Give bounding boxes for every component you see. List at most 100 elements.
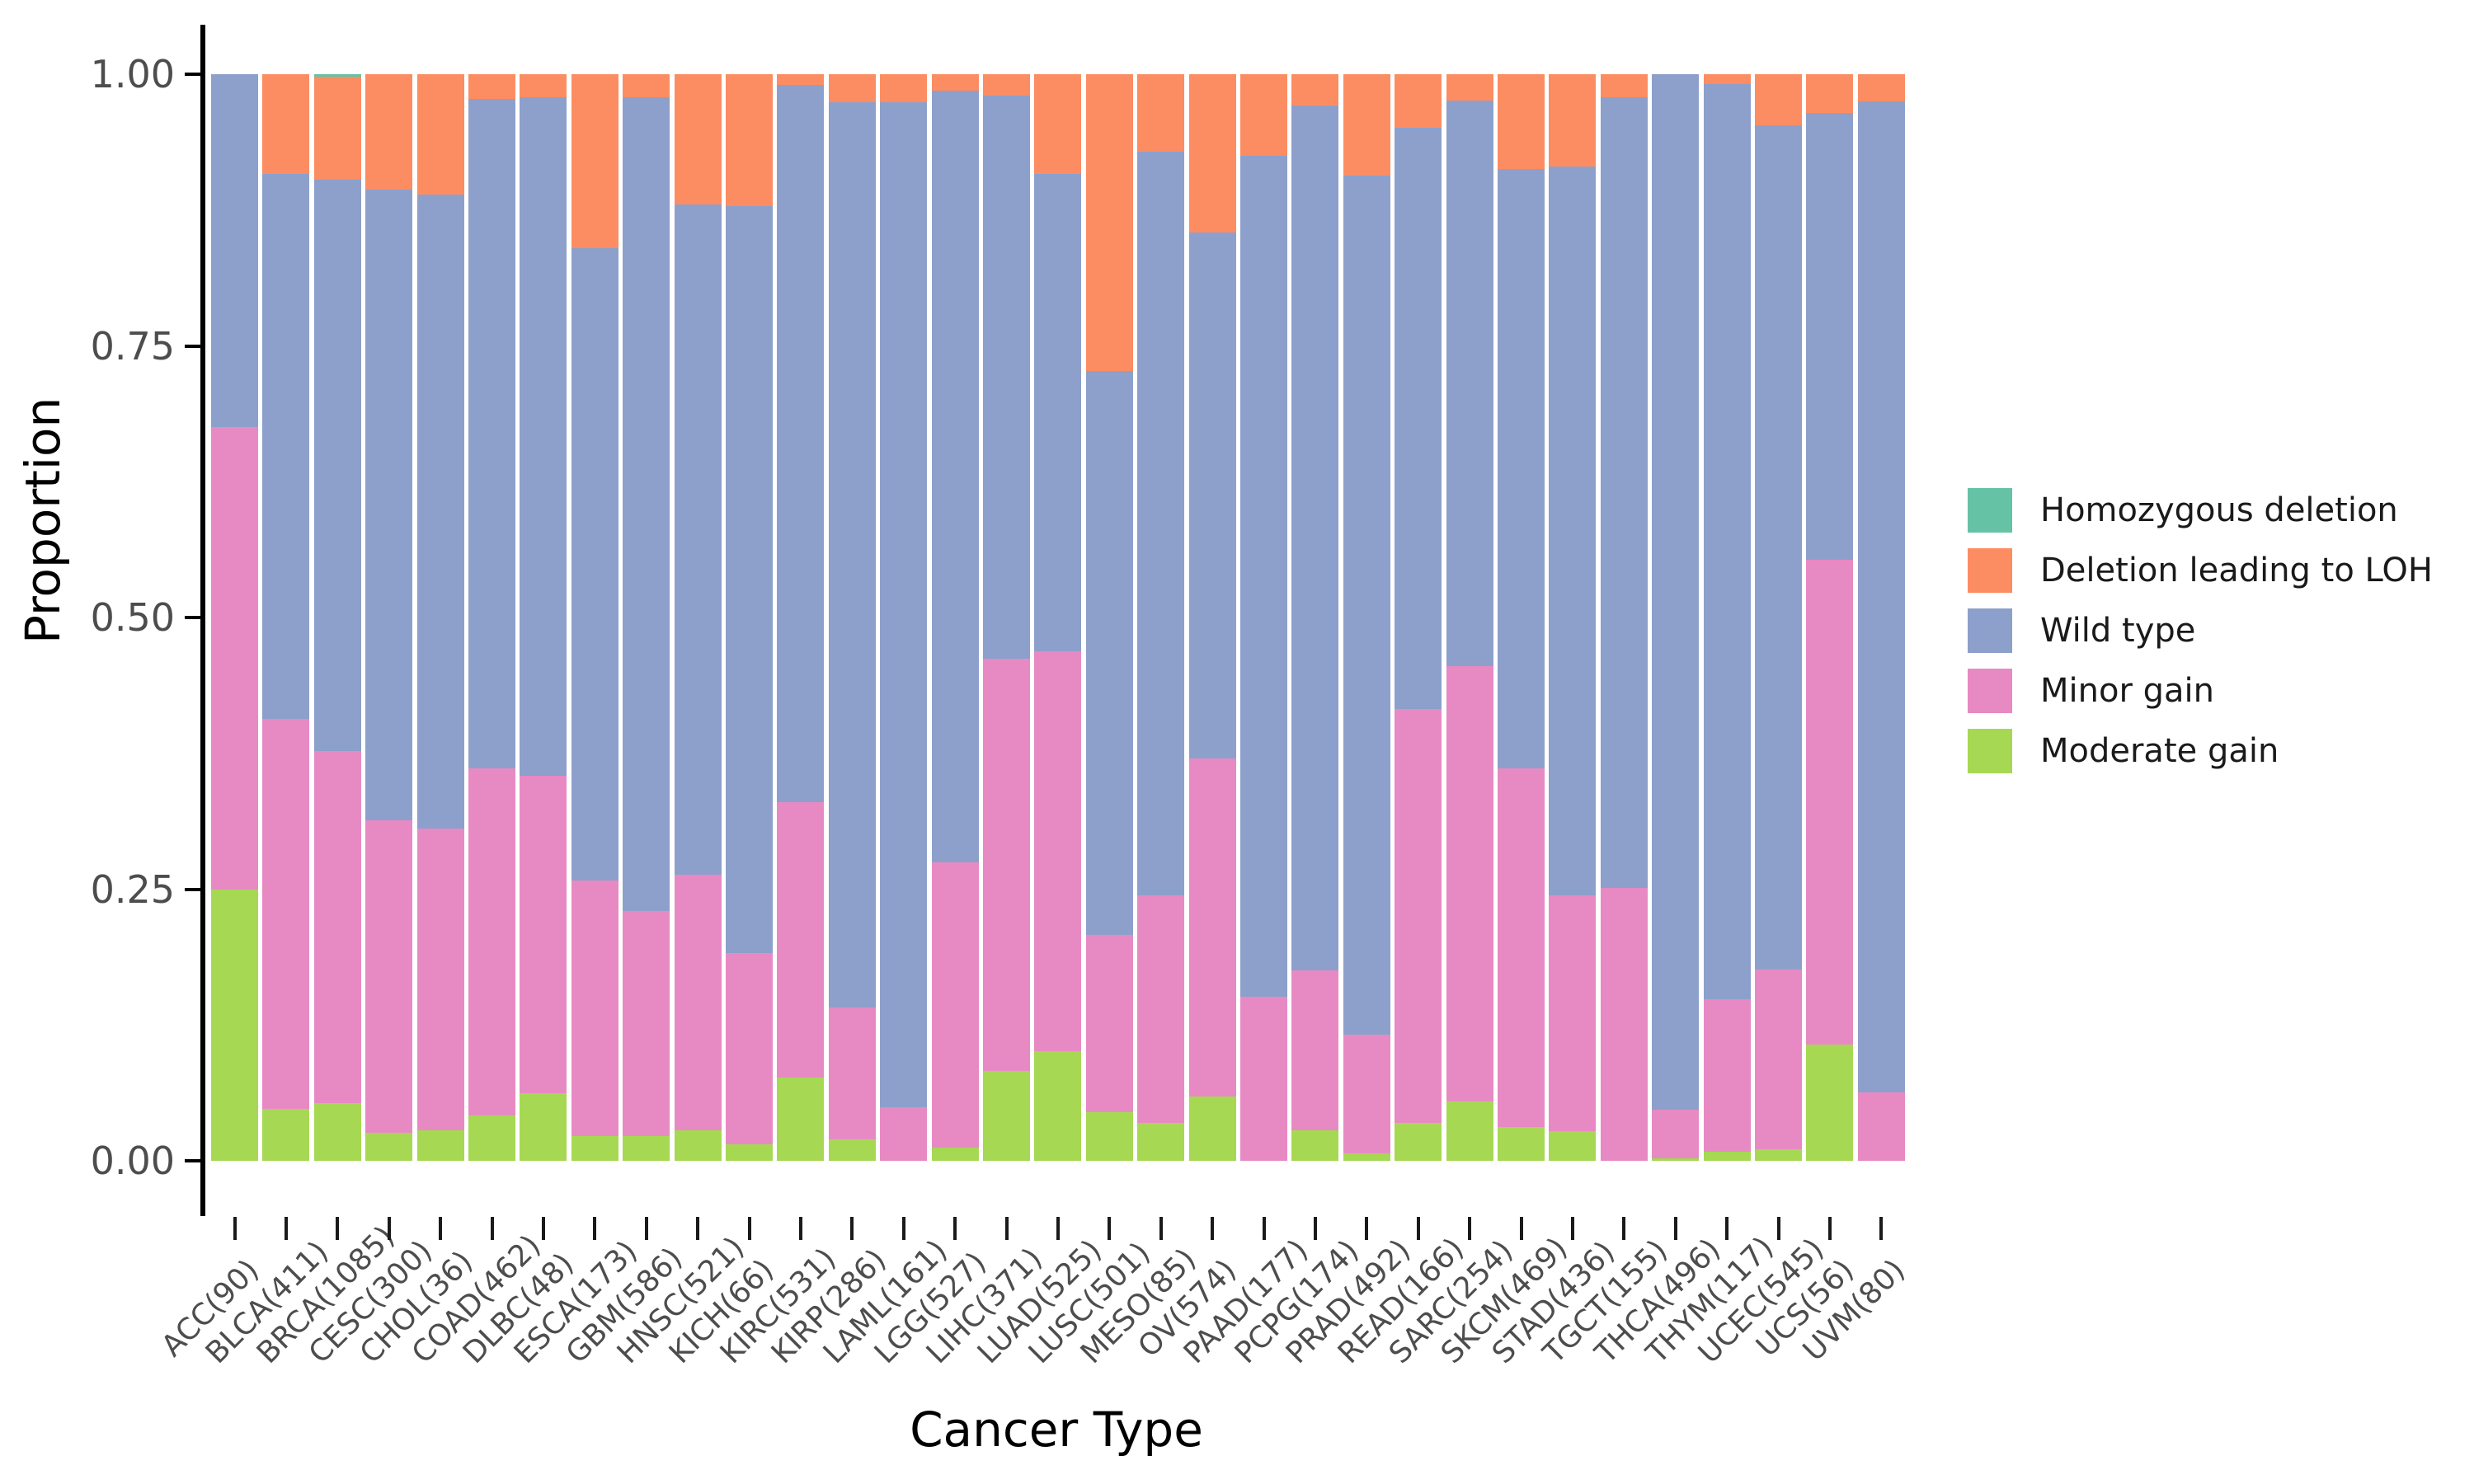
segment-moderate-gain [416, 1130, 464, 1161]
segment-deletion-leading-to-loh [726, 74, 773, 206]
segment-minor-gain [828, 1007, 876, 1139]
segment-deletion-leading-to-loh [1188, 74, 1236, 233]
segment-wild-type [1549, 167, 1597, 896]
segment-deletion-leading-to-loh [1085, 74, 1133, 371]
segment-minor-gain [623, 910, 670, 1136]
y-tick-label: 1.00 [90, 52, 175, 96]
bar-ucec [1755, 74, 1802, 1161]
segment-wild-type [1857, 101, 1905, 1092]
segment-wild-type [1395, 127, 1442, 709]
segment-deletion-leading-to-loh [468, 74, 515, 100]
segment-minor-gain [1085, 934, 1133, 1112]
segment-moderate-gain [828, 1139, 876, 1161]
segment-deletion-leading-to-loh [828, 74, 876, 103]
segment-wild-type [520, 96, 567, 777]
bar-ucs [1806, 74, 1854, 1161]
segment-deletion-leading-to-loh [365, 74, 413, 190]
y-tick-mark [185, 1159, 200, 1162]
bar-kirc [777, 74, 825, 1161]
segment-moderate-gain [468, 1115, 515, 1161]
segment-deletion-leading-to-loh [674, 74, 722, 205]
x-tick-mark [850, 1217, 854, 1240]
segment-deletion-leading-to-loh [416, 74, 464, 195]
bar-ov [1188, 74, 1236, 1161]
segment-deletion-leading-to-loh [777, 74, 825, 86]
legend-label: Wild type [2040, 611, 2196, 650]
segment-wild-type [211, 74, 258, 428]
x-tick-mark [1673, 1217, 1677, 1240]
segment-minor-gain [1755, 970, 1802, 1149]
bar-skcm [1498, 74, 1545, 1161]
segment-moderate-gain [1806, 1044, 1854, 1161]
segment-wild-type [623, 96, 670, 911]
segment-minor-gain [1703, 998, 1751, 1153]
segment-wild-type [1755, 124, 1802, 970]
segment-moderate-gain [1085, 1111, 1133, 1161]
segment-deletion-leading-to-loh [880, 74, 928, 103]
segment-wild-type [1498, 168, 1545, 769]
segment-wild-type [1034, 174, 1082, 651]
segment-moderate-gain [1343, 1153, 1390, 1161]
x-axis-title: Cancer Type [910, 1402, 1203, 1458]
segment-deletion-leading-to-loh [1446, 74, 1493, 101]
x-tick-mark [1416, 1217, 1420, 1240]
segment-deletion-leading-to-loh [262, 74, 310, 175]
segment-wild-type [1343, 175, 1390, 1036]
segment-deletion-leading-to-loh [983, 74, 1030, 96]
segment-minor-gain [1600, 888, 1648, 1161]
segment-deletion-leading-to-loh [1240, 74, 1287, 156]
segment-deletion-leading-to-loh [1806, 74, 1854, 114]
segment-minor-gain [983, 659, 1030, 1071]
x-tick-mark [1879, 1217, 1884, 1240]
bar-luad [1034, 74, 1082, 1161]
x-tick-mark [1725, 1217, 1729, 1240]
x-tick-mark [1159, 1217, 1163, 1240]
segment-wild-type [1240, 155, 1287, 997]
segment-deletion-leading-to-loh [571, 74, 618, 248]
segment-minor-gain [416, 828, 464, 1131]
x-tick-mark [1211, 1217, 1215, 1240]
segment-minor-gain [1446, 666, 1493, 1101]
x-tick-mark [1262, 1217, 1266, 1240]
segment-minor-gain [1549, 895, 1597, 1132]
bar-thym [1703, 74, 1751, 1161]
segment-minor-gain [1857, 1092, 1905, 1161]
x-tick-mark [1519, 1217, 1523, 1240]
segment-moderate-gain [1188, 1097, 1236, 1161]
x-tick-mark [1827, 1217, 1832, 1240]
plot-area [208, 74, 1913, 1161]
segment-wild-type [313, 179, 361, 752]
segment-wild-type [726, 205, 773, 954]
x-tick-mark [1468, 1217, 1472, 1240]
legend-label: Moderate gain [2040, 731, 2279, 770]
x-tick-mark [1776, 1217, 1780, 1240]
legend-swatch [1968, 668, 2012, 713]
x-tick-mark [1570, 1217, 1574, 1240]
segment-wild-type [262, 174, 310, 719]
legend-item-deletion-leading-to-loh: Deletion leading to LOH [1968, 540, 2433, 600]
bar-gbm [623, 74, 670, 1161]
segment-minor-gain [931, 862, 979, 1148]
segment-moderate-gain [777, 1077, 825, 1161]
segment-minor-gain [365, 820, 413, 1133]
segment-minor-gain [1498, 768, 1545, 1128]
x-tick-mark [387, 1217, 391, 1240]
x-tick-mark [1056, 1217, 1060, 1240]
x-tick-mark [336, 1217, 340, 1240]
y-tick-mark [185, 887, 200, 891]
x-tick-mark [901, 1217, 905, 1240]
x-tick-mark [1313, 1217, 1317, 1240]
x-tick-mark [644, 1217, 648, 1240]
y-tick-label: 0.00 [90, 1139, 175, 1183]
y-tick-mark [185, 616, 200, 619]
segment-minor-gain [313, 751, 361, 1104]
segment-moderate-gain [262, 1108, 310, 1161]
legend-label: Deletion leading to LOH [2040, 551, 2433, 589]
segment-deletion-leading-to-loh [520, 74, 567, 97]
segment-deletion-leading-to-loh [1549, 74, 1597, 167]
segment-moderate-gain [365, 1132, 413, 1161]
legend-swatch [1968, 547, 2012, 593]
segment-wild-type [674, 204, 722, 876]
x-tick-mark [593, 1217, 597, 1240]
segment-minor-gain [726, 953, 773, 1145]
